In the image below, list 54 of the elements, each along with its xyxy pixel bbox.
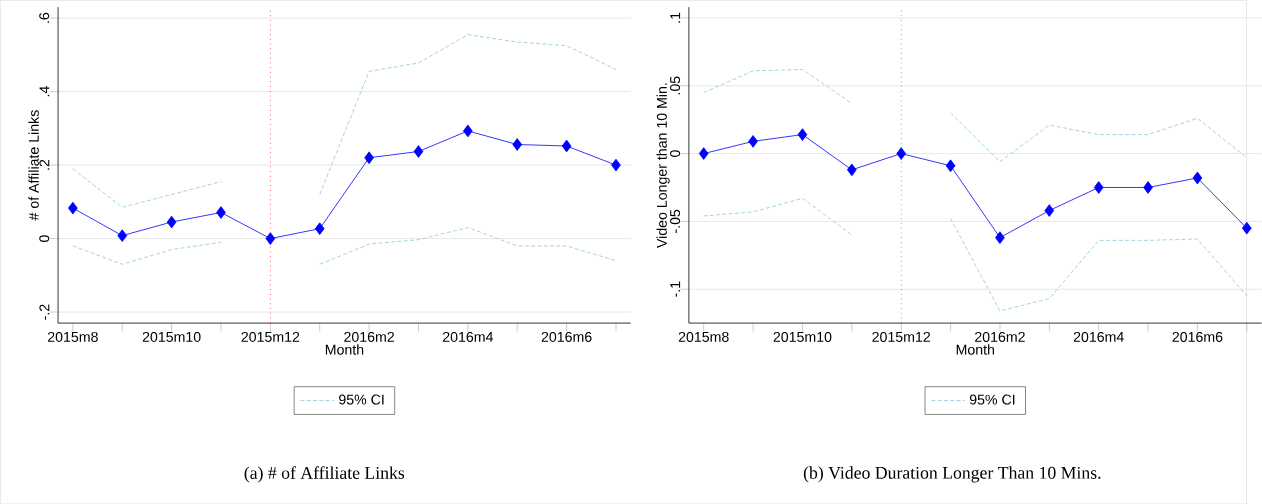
- point: [1044, 204, 1055, 217]
- point: [117, 229, 128, 242]
- x-tick-label: 2015m10: [773, 331, 832, 342]
- y-axis-title: # of Affiliate Links: [28, 110, 39, 221]
- point: [166, 215, 177, 229]
- y-tick-label: -.05: [670, 209, 681, 233]
- point: [364, 151, 374, 164]
- x-tick-label: 2015m12: [872, 331, 930, 342]
- x-tick-label: 2016m6: [541, 331, 592, 342]
- x-tick-label: 2016m4: [1073, 331, 1124, 342]
- point: [68, 201, 78, 215]
- x-tick-label: 2015m10: [142, 331, 201, 342]
- text: (a) # of Affiliate Links: [244, 466, 405, 483]
- y-tick-label: -.2: [39, 304, 50, 320]
- y-tick-label: .4: [39, 85, 50, 97]
- point: [1093, 180, 1104, 194]
- y-tick-label: 0: [39, 235, 50, 242]
- point: [945, 159, 956, 172]
- x-tick-label: 2016m2: [344, 331, 394, 342]
- point: [216, 206, 226, 219]
- x-tick-label: 2016m6: [1172, 331, 1223, 342]
- point: [314, 222, 325, 235]
- point: [1143, 180, 1153, 194]
- point: [698, 147, 709, 160]
- legend-label: 95% CI: [339, 394, 384, 405]
- legend-label: 95% CI: [969, 394, 1015, 405]
- point: [847, 163, 857, 176]
- point: [995, 231, 1005, 244]
- point: [413, 145, 424, 158]
- y-tick-label: 0: [670, 150, 681, 157]
- point: [896, 147, 907, 160]
- point: [611, 158, 621, 172]
- point: [561, 139, 572, 153]
- y-tick-label: .6: [39, 12, 50, 23]
- x-tick-label: 2015m8: [678, 331, 729, 342]
- x-tick-label: 2016m2: [975, 331, 1025, 342]
- y-tick-label: .2: [39, 159, 50, 170]
- y-tick-label: .1: [670, 12, 681, 23]
- point: [265, 232, 276, 245]
- point: [797, 128, 808, 141]
- x-tick-label: 2016m4: [442, 331, 494, 342]
- x-axis-title: Month: [956, 344, 994, 355]
- point: [512, 138, 523, 151]
- x-tick-label: 2015m12: [241, 331, 300, 342]
- point: [1241, 221, 1252, 235]
- point: [748, 134, 758, 148]
- text: (b) Video Duration Longer Than 10 Mins.: [803, 466, 1101, 483]
- x-tick-label: 2015m8: [47, 331, 98, 342]
- x-axis-title: Month: [325, 344, 364, 355]
- point: [1192, 171, 1203, 185]
- point: [463, 124, 473, 138]
- y-axis-title: Video Longer than 10 Min.: [656, 83, 670, 248]
- y-tick-label: .05: [670, 76, 681, 95]
- y-tick-label: -.1: [670, 281, 681, 297]
